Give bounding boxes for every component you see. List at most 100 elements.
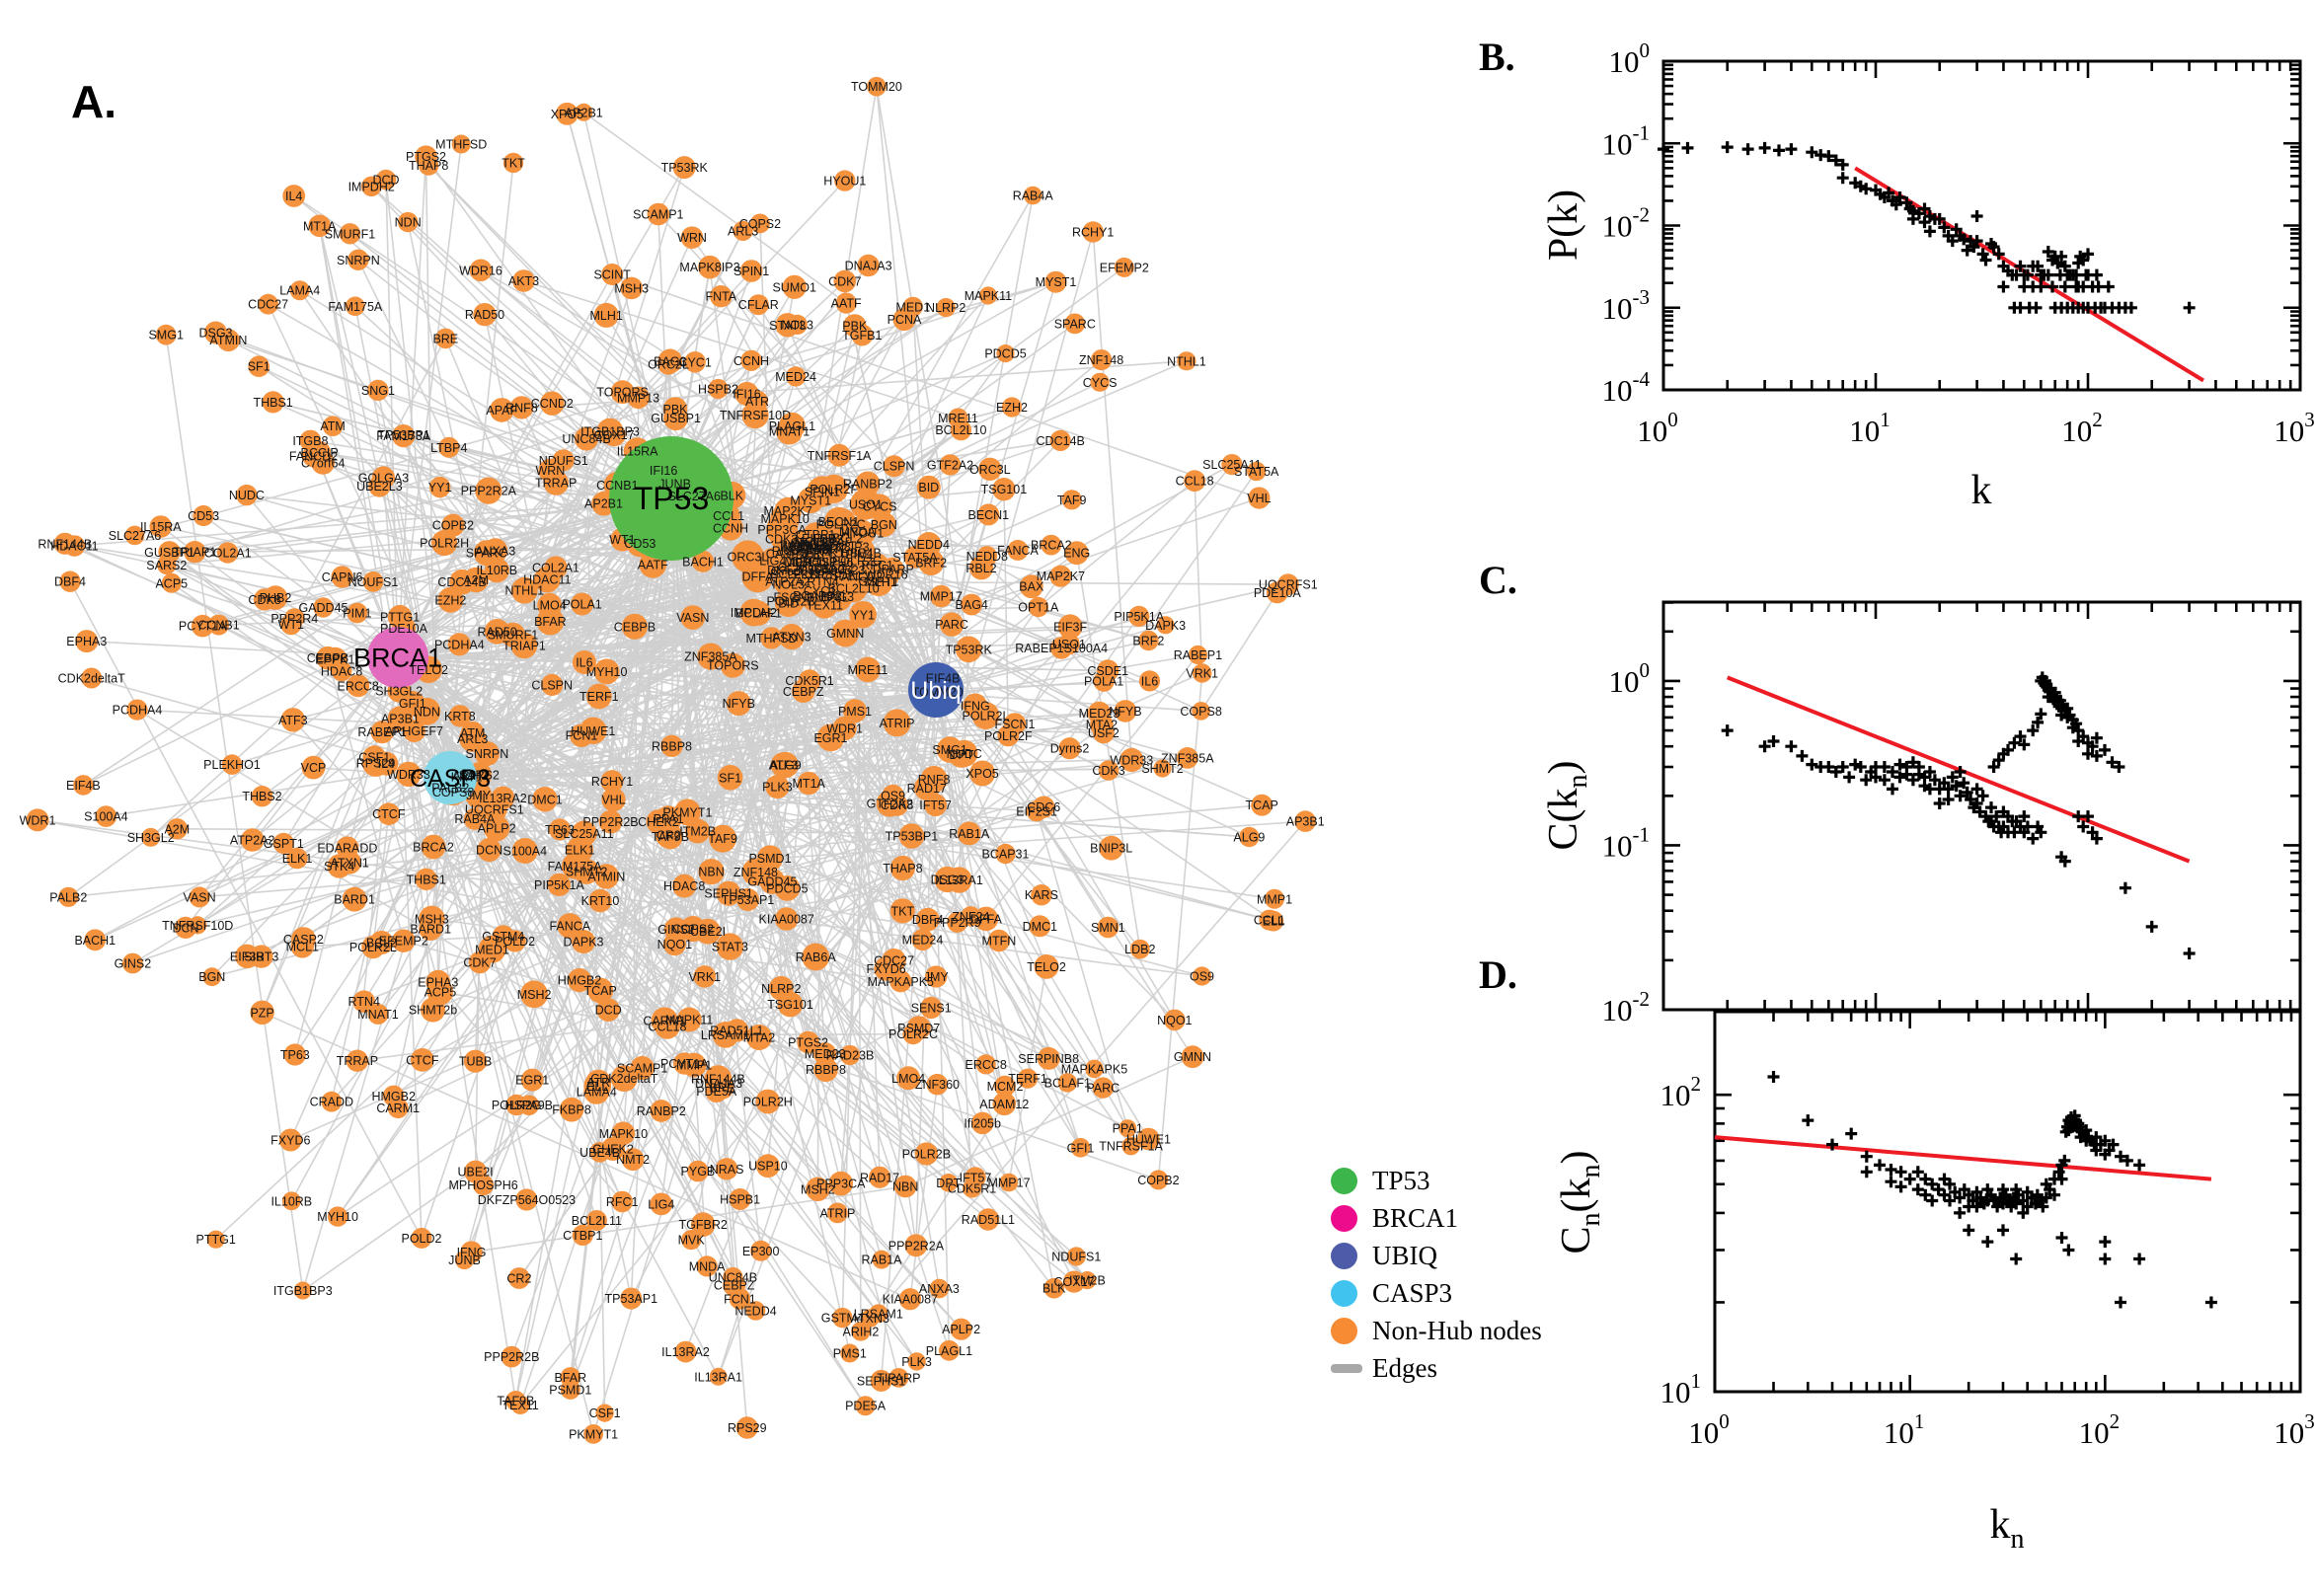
svg-text:SEPHS1: SEPHS1	[857, 1374, 905, 1388]
svg-text:BCCIP: BCCIP	[800, 555, 837, 569]
svg-text:WT1: WT1	[278, 618, 304, 632]
svg-text:ZNF148: ZNF148	[733, 866, 778, 879]
svg-text:TAF9: TAF9	[1057, 494, 1087, 507]
svg-text:IFNG: IFNG	[961, 699, 990, 713]
svg-text:TP63: TP63	[280, 1048, 310, 1062]
svg-text:ARIH2: ARIH2	[842, 1325, 879, 1338]
svg-text:RPS29: RPS29	[728, 1421, 767, 1435]
svg-text:DCN: DCN	[172, 921, 198, 935]
svg-text:MTHFSD: MTHFSD	[435, 138, 487, 152]
svg-text:BARD1: BARD1	[334, 893, 375, 907]
tick-label: 100	[1609, 658, 1651, 699]
svg-text:FNTA: FNTA	[705, 290, 736, 304]
svg-text:PYGB: PYGB	[681, 1165, 716, 1178]
svg-text:LMO4: LMO4	[533, 599, 567, 613]
svg-text:IL6: IL6	[576, 656, 592, 670]
svg-text:BRE: BRE	[432, 332, 458, 345]
svg-text:VRK1: VRK1	[688, 970, 721, 984]
tick-label: 10-2	[1602, 203, 1651, 244]
svg-text:FCN1: FCN1	[724, 1292, 756, 1306]
svg-text:FANCA: FANCA	[997, 544, 1039, 558]
tick-label: 101	[1884, 1409, 1925, 1450]
svg-text:ITM2B: ITM2B	[679, 825, 716, 839]
svg-text:ARHGEF7: ARHGEF7	[385, 724, 443, 738]
svg-text:HUWE1: HUWE1	[571, 724, 615, 738]
svg-text:IL10RB: IL10RB	[476, 564, 517, 577]
svg-text:BAX: BAX	[1019, 580, 1044, 594]
svg-text:CSF1: CSF1	[589, 1406, 621, 1420]
svg-text:PARC: PARC	[935, 618, 968, 632]
svg-text:SARS2: SARS2	[146, 559, 187, 572]
svg-text:MMP17: MMP17	[987, 1177, 1030, 1190]
svg-text:RCHY1: RCHY1	[591, 775, 633, 789]
svg-text:CCL18: CCL18	[649, 1020, 687, 1033]
tick-label: 102	[1660, 1072, 1702, 1112]
tick-label: 100	[1637, 408, 1678, 448]
svg-text:KRT8: KRT8	[444, 710, 476, 723]
svg-text:POLR2H: POLR2H	[420, 537, 469, 551]
svg-text:RBL2: RBL2	[965, 562, 996, 575]
svg-text:CHEK2: CHEK2	[592, 1143, 634, 1157]
svg-text:EP300: EP300	[742, 1245, 780, 1258]
svg-text:SENS1: SENS1	[911, 1002, 952, 1016]
svg-text:MVK: MVK	[678, 1234, 706, 1248]
panel-b-label: B.	[1479, 35, 1515, 79]
svg-text:ZNF148: ZNF148	[1079, 353, 1123, 367]
svg-text:RAB1A: RAB1A	[949, 827, 990, 841]
svg-text:DMC1: DMC1	[527, 793, 562, 806]
svg-text:POLA1: POLA1	[562, 598, 601, 612]
svg-text:PSMD1: PSMD1	[748, 852, 791, 866]
svg-text:IL15RA: IL15RA	[140, 520, 182, 534]
svg-text:SF1: SF1	[248, 360, 270, 374]
svg-text:CARM1: CARM1	[376, 1102, 420, 1115]
svg-text:PTTG1: PTTG1	[196, 1233, 236, 1247]
svg-text:JMY: JMY	[924, 970, 950, 984]
svg-text:HYOU1: HYOU1	[823, 175, 866, 189]
svg-text:USP10: USP10	[748, 1160, 788, 1174]
svg-text:CTCF: CTCF	[372, 807, 406, 821]
svg-text:PDE5A: PDE5A	[696, 1085, 737, 1099]
svg-text:RFC1: RFC1	[606, 1195, 639, 1209]
svg-text:VHL: VHL	[601, 794, 625, 807]
svg-text:PDE10A: PDE10A	[380, 622, 428, 636]
svg-text:AP2B1: AP2B1	[584, 497, 623, 511]
svg-text:SMG1: SMG1	[148, 329, 183, 342]
svg-text:ERCC8: ERCC8	[965, 1058, 1007, 1072]
svg-text:NDN: NDN	[395, 216, 422, 230]
svg-text:TNFRSF1A: TNFRSF1A	[808, 449, 872, 463]
svg-text:TRRAP: TRRAP	[337, 1054, 378, 1068]
svg-text:GMNN: GMNN	[1174, 1050, 1211, 1064]
svg-text:HUWE1: HUWE1	[1126, 1133, 1171, 1147]
svg-text:MED24: MED24	[902, 934, 944, 948]
svg-text:KARS: KARS	[1025, 888, 1058, 902]
svg-text:IL13RA2: IL13RA2	[661, 1345, 710, 1359]
svg-text:IL4: IL4	[285, 190, 302, 203]
svg-text:GSPT1: GSPT1	[264, 837, 304, 851]
svg-text:CDK2deltaT: CDK2deltaT	[58, 672, 125, 686]
svg-text:NDUFS1: NDUFS1	[539, 454, 588, 468]
svg-text:CCL1: CCL1	[1254, 914, 1285, 928]
tick-label: 10-4	[1602, 367, 1651, 408]
svg-text:MSH2: MSH2	[517, 988, 552, 1002]
legend-item-edges: Edges	[1331, 1349, 1542, 1387]
svg-text:STK4: STK4	[324, 860, 354, 874]
svg-text:WRN: WRN	[677, 231, 707, 245]
svg-text:SMN1: SMN1	[1091, 921, 1125, 935]
svg-text:IMPDH2: IMPDH2	[348, 180, 395, 193]
svg-text:POLR2L: POLR2L	[349, 941, 397, 954]
svg-text:UQCRFS1: UQCRFS1	[465, 803, 524, 817]
svg-text:DCD: DCD	[595, 1004, 622, 1018]
svg-text:NQO1: NQO1	[1157, 1014, 1192, 1027]
svg-text:CR2: CR2	[656, 829, 681, 843]
svg-text:GINS2: GINS2	[115, 957, 152, 971]
svg-text:IL13RA1: IL13RA1	[935, 874, 983, 887]
svg-text:LAMA4: LAMA4	[279, 284, 320, 298]
svg-text:YY1: YY1	[851, 608, 875, 622]
svg-text:CCNH: CCNH	[713, 521, 748, 535]
x-axis-label-D: kn​	[1990, 1502, 2025, 1555]
svg-text:PZP: PZP	[250, 1006, 273, 1020]
svg-text:MAPK11: MAPK11	[965, 289, 1012, 303]
svg-text:CDC27: CDC27	[248, 298, 288, 312]
